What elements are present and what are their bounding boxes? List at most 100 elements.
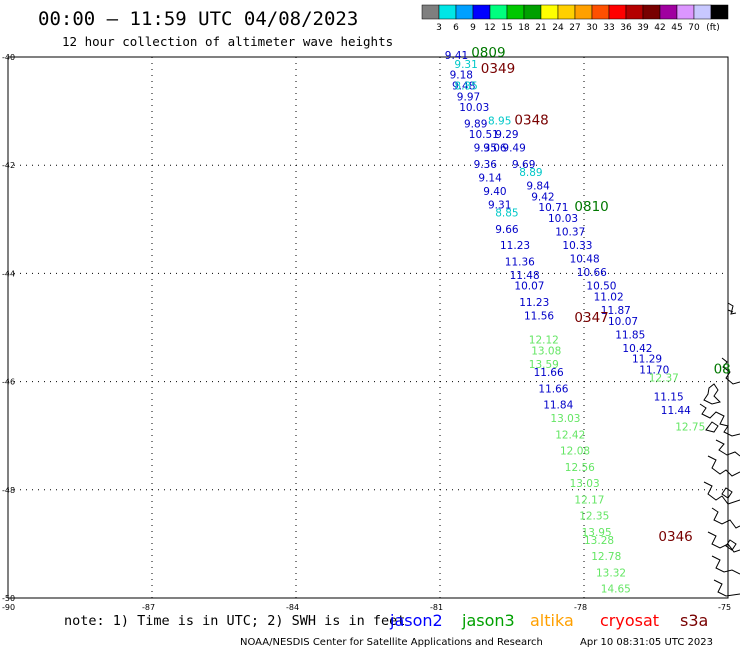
wave-height-reading: 10.71 — [538, 202, 568, 214]
wave-height-reading: 9.06 — [483, 143, 507, 155]
wave-height-reading: 11.48 — [510, 270, 540, 282]
scale-tick-label: 6 — [453, 23, 459, 33]
pass-time-label: 0346 — [658, 529, 692, 545]
scale-swatch — [591, 4, 610, 20]
longitude-label: -90 — [2, 603, 15, 612]
latitude-label: -44 — [2, 269, 15, 278]
wave-height-reading: 11.15 — [654, 392, 684, 404]
map-frame — [7, 56, 729, 599]
wave-height-reading: 11.84 — [543, 400, 573, 412]
scale-tick-label: 27 — [569, 23, 580, 33]
scale-tick-label: 24 — [552, 23, 564, 33]
mission-legend: jason2 jason3 altika cryosat s3a — [389, 611, 708, 630]
wave-height-reading: 10.50 — [586, 281, 616, 293]
scale-swatch — [438, 4, 457, 20]
scale-tick-label: 3 — [436, 23, 442, 33]
wave-height-reading: 9.29 — [495, 129, 518, 141]
wave-height-reading: 11.87 — [601, 305, 631, 317]
longitude-label: -78 — [574, 603, 587, 612]
wave-height-reading: 8.85 — [495, 208, 518, 220]
wave-height-reading: 11.29 — [632, 354, 662, 366]
mission-legend-item: cryosat — [600, 611, 659, 630]
scale-swatch — [506, 4, 525, 20]
scale-tick-label: 30 — [586, 23, 598, 33]
wave-height-reading: 12.75 — [675, 421, 705, 433]
wave-height-reading: 9.49 — [502, 143, 525, 155]
scale-tick-label: 39 — [637, 23, 649, 33]
scale-tick-label: 18 — [518, 23, 530, 33]
wave-height-reading: 9.41 — [445, 50, 468, 62]
wave-height-reading: 8.85 — [454, 80, 477, 92]
wave-height-reading: 9.31 — [488, 199, 511, 211]
scale-swatch — [523, 4, 542, 20]
wave-height-reading: 12.37 — [649, 373, 679, 385]
axis-labels: -40 -42 -44 -46 -48 -50-90 -87 -84 -81 -78 -75 — [2, 53, 731, 612]
wave-height-reading: 11.66 — [534, 367, 564, 379]
mission-legend-item: jason2 — [389, 611, 443, 630]
wave-height-reading: 11.66 — [538, 383, 568, 395]
wave-height-reading: 9.66 — [495, 224, 519, 236]
wave-height-reading: 13.03 — [570, 478, 600, 490]
wave-height-reading: 9.14 — [478, 172, 502, 184]
longitude-label: -84 — [286, 603, 299, 612]
wave-height-reading: 13.32 — [596, 567, 626, 579]
footer-credit: NOAA/NESDIS Center for Satellite Applica… — [240, 637, 543, 648]
wave-height-reading: 9.31 — [454, 59, 477, 71]
wave-height-reading: 13.08 — [531, 346, 561, 358]
wave-height-reading: 11.70 — [639, 364, 669, 376]
wave-height-reading: 11.02 — [594, 291, 624, 303]
wave-height-reading: 12.42 — [555, 429, 585, 441]
wave-height-reading: 10.51 — [469, 129, 499, 141]
wave-height-reading: 10.33 — [562, 240, 592, 252]
wave-height-reading: 12.12 — [529, 335, 559, 347]
footer-timestamp: Apr 10 08:31:05 UTC 2023 — [580, 637, 713, 648]
coastline — [699, 302, 740, 597]
pass-time-label: 08 — [714, 361, 731, 377]
wave-height-reading: 12.17 — [574, 494, 604, 506]
scale-tick-label: 36 — [620, 23, 632, 33]
wave-height-reading: 9.89 — [464, 118, 487, 130]
footer-note: note: 1) Time is in UTC; 2) SWH is in fe… — [64, 613, 405, 629]
scale-swatch — [540, 4, 559, 20]
mission-legend-item: jason3 — [461, 611, 515, 630]
wave-height-reading: 11.23 — [500, 240, 530, 252]
longitude-label: -75 — [718, 603, 731, 612]
pass-time-label: 0810 — [574, 199, 608, 215]
scale-swatch — [574, 4, 593, 20]
longitude-label: -81 — [430, 603, 443, 612]
pass-time-label: 0347 — [574, 310, 608, 326]
scale-tick-label: 45 — [671, 23, 682, 33]
scale-tick-label: 9 — [470, 23, 476, 33]
wave-height-reading: 8.89 — [519, 167, 542, 179]
scale-swatch — [676, 4, 695, 20]
wave-height-reading: 9.97 — [457, 91, 480, 103]
map-title: 00:00 – 11:59 UTC 04/08/2023 — [38, 8, 358, 30]
scale-tick-label: (ft) — [706, 23, 720, 33]
wave-height-reading: 9.69 — [512, 159, 535, 171]
mission-legend-item: altika — [530, 611, 574, 630]
scale-swatch — [455, 4, 474, 20]
wave-height-reading: 11.56 — [524, 310, 554, 322]
wave-height-reading: 13.03 — [550, 413, 580, 425]
latitude-label: -40 — [2, 53, 15, 62]
scale-swatch — [659, 4, 678, 20]
scale-swatch — [642, 4, 661, 20]
scale-swatch — [489, 4, 508, 20]
wave-height-reading: 9.84 — [526, 181, 550, 193]
wave-height-reading: 11.36 — [505, 256, 535, 268]
scale-tick-label: 15 — [501, 23, 512, 33]
scale-tick-label: 42 — [654, 23, 665, 33]
wave-height-reading: 12.08 — [560, 446, 590, 458]
scale-swatch — [608, 4, 627, 20]
latitude-label: -42 — [2, 161, 15, 170]
scale-swatch — [421, 4, 440, 20]
wave-height-reading: 12.35 — [579, 511, 609, 523]
latitude-label: -46 — [2, 378, 15, 387]
wave-height-reading: 10.07 — [514, 281, 544, 293]
wave-height-reading: 10.03 — [459, 102, 489, 114]
mission-legend-item: s3a — [680, 611, 708, 630]
wave-height-reading: 9.40 — [483, 186, 506, 198]
latitude-label: -48 — [2, 486, 15, 495]
wave-height-reading: 10.37 — [555, 227, 585, 239]
